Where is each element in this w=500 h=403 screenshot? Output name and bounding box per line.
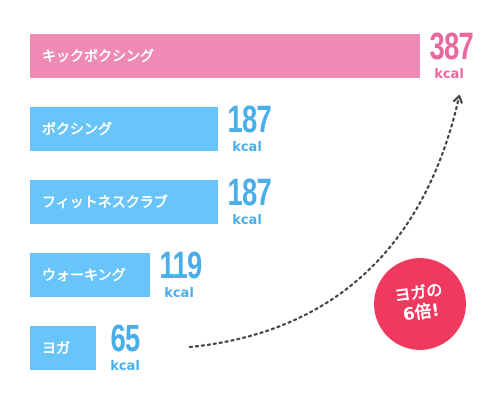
value-number: 187 <box>227 172 272 214</box>
bar-0: キックボクシング <box>30 34 420 78</box>
bar-2: フィットネスクラブ <box>30 180 218 224</box>
value-unit: kcal <box>164 286 194 301</box>
value-number: 187 <box>227 99 272 141</box>
value-unit: kcal <box>232 213 262 228</box>
value-unit: kcal <box>232 140 262 155</box>
bar-label: ウォーキング <box>42 268 126 284</box>
value-label-2: 187 kcal <box>220 174 274 227</box>
bar-label: フィットネスクラブ <box>42 195 168 211</box>
value-number: 65 <box>110 318 140 360</box>
bar-4: ヨガ <box>30 326 96 370</box>
bar-3: ウォーキング <box>30 253 150 297</box>
value-unit: kcal <box>434 67 464 82</box>
bar-1: ボクシング <box>30 107 218 151</box>
value-label-1: 187 kcal <box>220 101 274 154</box>
comparison-arrow <box>188 97 459 349</box>
value-label-4: 65 kcal <box>98 320 152 373</box>
value-number: 119 <box>159 245 203 287</box>
bar-label: ヨガ <box>42 341 70 357</box>
badge-line-2: 6倍! <box>401 300 441 326</box>
value-label-3: 119 kcal <box>152 247 206 300</box>
value-unit: kcal <box>110 359 140 374</box>
bar-label: ボクシング <box>42 122 112 138</box>
value-label-0: 387 kcal <box>422 28 476 81</box>
value-number: 387 <box>429 26 474 68</box>
bar-label: キックボクシング <box>42 49 154 65</box>
